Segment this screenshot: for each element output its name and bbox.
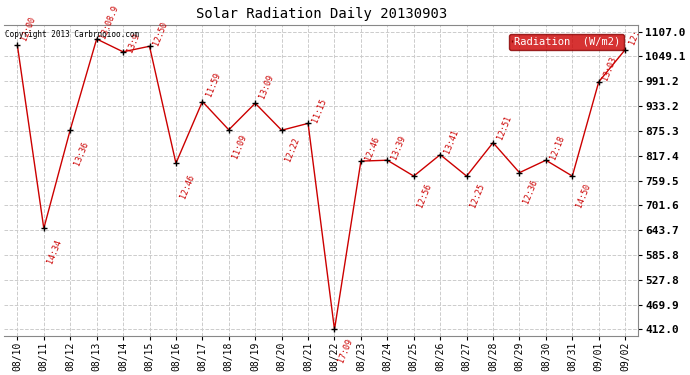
Text: 12:22: 12:22 — [284, 136, 302, 163]
Text: 17:09: 17:09 — [337, 338, 354, 364]
Text: 11:15: 11:15 — [310, 97, 328, 124]
Text: 12:46: 12:46 — [363, 135, 381, 162]
Text: 13:03: 13:03 — [601, 56, 618, 82]
Text: 12:46: 12:46 — [178, 174, 196, 200]
Text: 13:41: 13:41 — [442, 129, 460, 155]
Text: Copyright 2013 Carbrnoioo.com: Copyright 2013 Carbrnoioo.com — [6, 30, 139, 39]
Text: 13:9: 13:9 — [125, 32, 141, 54]
Text: 14:50: 14:50 — [575, 182, 592, 209]
Text: 11:09: 11:09 — [231, 134, 248, 160]
Text: 11:59: 11:59 — [204, 71, 222, 98]
Text: 12:00: 12:00 — [19, 15, 37, 42]
Text: 12:25: 12:25 — [469, 182, 486, 209]
Text: 12:56: 12:56 — [416, 182, 433, 209]
Text: 12:: 12: — [627, 28, 641, 45]
Legend: Radiation  (W/m2): Radiation (W/m2) — [509, 34, 624, 50]
Text: 12:36: 12:36 — [522, 178, 540, 205]
Text: 13:09: 13:09 — [257, 73, 275, 99]
Text: 12:18: 12:18 — [548, 134, 566, 160]
Text: 13:39: 13:39 — [389, 134, 407, 160]
Title: Solar Radiation Daily 20130903: Solar Radiation Daily 20130903 — [196, 8, 447, 21]
Text: 13:36: 13:36 — [72, 140, 90, 166]
Text: 14:34: 14:34 — [46, 238, 63, 265]
Text: 13:08.9: 13:08.9 — [99, 4, 120, 40]
Text: 12:51: 12:51 — [495, 114, 513, 141]
Text: 12:50: 12:50 — [152, 20, 169, 46]
